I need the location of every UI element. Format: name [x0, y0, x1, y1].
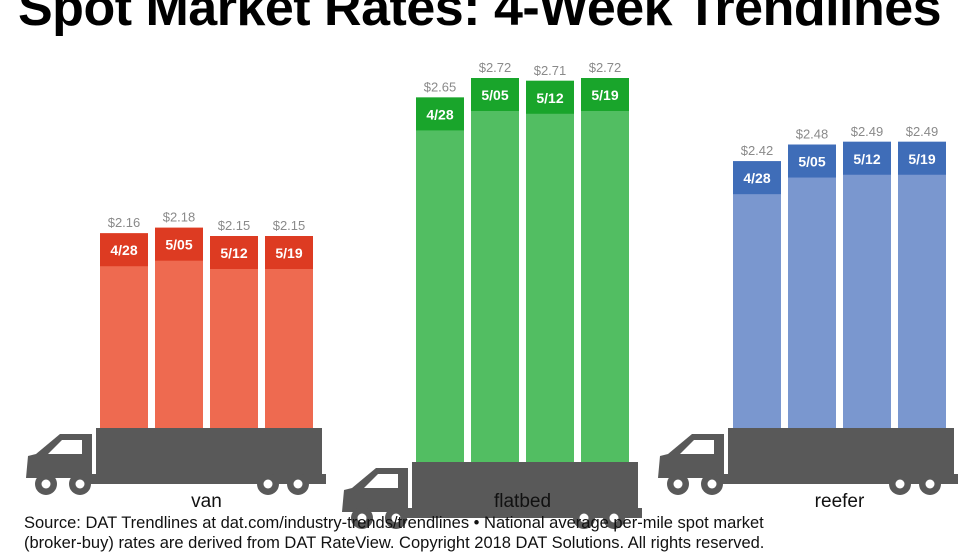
- truck-hubcap: [391, 513, 401, 523]
- reefer-bar-5-19: [898, 141, 946, 470]
- trailer: [412, 462, 638, 514]
- reefer-bar-cap-5-19: [898, 141, 946, 175]
- value-label: $2.71: [534, 63, 567, 78]
- value-label: $2.18: [163, 210, 196, 225]
- truck-hubcap: [41, 479, 51, 489]
- flatbed-bar-cap-5-19: [581, 78, 629, 111]
- category-label: 5/12: [220, 245, 247, 261]
- truck-hubcap: [357, 513, 367, 523]
- category-label: 5/05: [165, 237, 192, 253]
- flatbed-bar-5-19: [581, 78, 629, 470]
- category-label: 4/28: [110, 242, 137, 258]
- van-bar-cap-5-12: [210, 236, 258, 269]
- van-bar-cap-5-05: [155, 227, 203, 261]
- truck-cab: [26, 434, 92, 478]
- truck-chassis: [394, 508, 642, 518]
- reefer-bar-4-28: [733, 161, 781, 470]
- van-group-label: van: [191, 491, 222, 512]
- value-label: $2.42: [741, 143, 774, 158]
- flatbed-truck-icon: [342, 462, 642, 529]
- category-label: 5/05: [798, 154, 825, 170]
- source-footnote: Source: DAT Trendlines at dat.com/indust…: [24, 513, 974, 553]
- value-label: $2.72: [479, 60, 512, 75]
- flatbed-group-label: flatbed: [494, 491, 551, 512]
- value-label: $2.48: [796, 127, 829, 142]
- trailer: [728, 428, 954, 480]
- value-label: $2.65: [424, 79, 457, 94]
- flatbed-bar-5-12: [526, 80, 574, 471]
- van-truck-icon: [26, 428, 326, 495]
- reefer-group-label: reefer: [815, 491, 865, 512]
- truck-hubcap: [673, 479, 683, 489]
- category-label: 5/05: [481, 87, 508, 103]
- truck-cab: [342, 468, 408, 512]
- truck-chassis: [78, 474, 326, 484]
- footnote-line-1: Source: DAT Trendlines at dat.com/indust…: [24, 514, 764, 532]
- category-label: 5/19: [275, 245, 302, 261]
- chart-title: Spot Market Rates: 4-Week Trendlines: [18, 0, 942, 37]
- flatbed-bar-4-28: [416, 97, 464, 471]
- truck-hubcap: [925, 479, 935, 489]
- truck-cab: [658, 434, 724, 478]
- truck-hubcap: [579, 513, 589, 523]
- category-label: 5/19: [908, 151, 935, 167]
- van-bar-cap-5-19: [265, 236, 313, 269]
- truck-window: [364, 474, 398, 488]
- reefer-bar-5-12: [843, 141, 891, 470]
- value-label: $2.72: [589, 60, 622, 75]
- truck-chassis: [710, 474, 958, 484]
- value-label: $2.49: [851, 124, 884, 139]
- value-label: $2.15: [273, 218, 306, 233]
- value-label: $2.49: [906, 124, 939, 139]
- flatbed-bar-cap-5-05: [471, 78, 519, 111]
- category-label: 5/12: [853, 151, 880, 167]
- reefer-bar-cap-4-28: [733, 161, 781, 195]
- flatbed-bar-5-05: [471, 78, 519, 470]
- flatbed-bar-cap-4-28: [416, 97, 464, 131]
- value-label: $2.15: [218, 218, 251, 233]
- footnote-line-2: (broker-buy) rates are derived from DAT …: [24, 534, 765, 552]
- van-bar-cap-4-28: [100, 233, 148, 267]
- category-label: 5/19: [591, 87, 618, 103]
- reefer-bar-5-05: [788, 144, 836, 471]
- value-label: $2.16: [108, 215, 141, 230]
- truck-hubcap: [293, 479, 303, 489]
- category-label: 5/12: [536, 90, 563, 106]
- truck-hubcap: [609, 513, 619, 523]
- truck-hubcap: [895, 479, 905, 489]
- truck-hubcap: [263, 479, 273, 489]
- trailer: [96, 428, 322, 480]
- reefer-truck-icon: [658, 428, 958, 495]
- truck-window: [680, 440, 714, 454]
- category-label: 4/28: [743, 170, 770, 186]
- reefer-bar-cap-5-12: [843, 141, 891, 175]
- reefer-bar-cap-5-05: [788, 144, 836, 178]
- truck-window: [48, 440, 82, 454]
- truck-hubcap: [707, 479, 717, 489]
- category-label: 4/28: [426, 106, 453, 122]
- flatbed-bar-cap-5-12: [526, 80, 574, 114]
- truck-hubcap: [75, 479, 85, 489]
